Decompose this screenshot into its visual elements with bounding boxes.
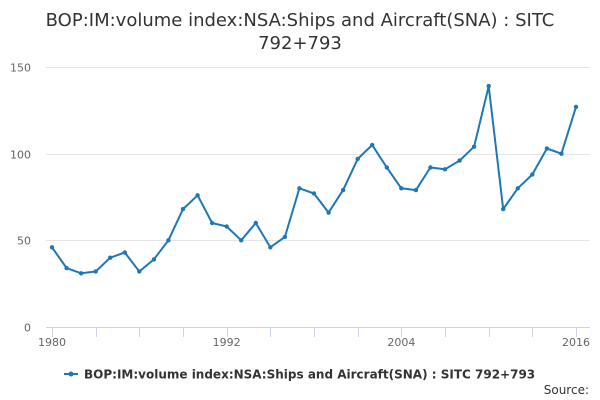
credits-text[interactable]: Source: <box>544 383 589 397</box>
data-point[interactable] <box>501 206 506 212</box>
data-point[interactable] <box>457 158 462 163</box>
y-tick-label: 150 <box>10 62 31 75</box>
data-point[interactable] <box>224 224 229 229</box>
data-point[interactable] <box>384 165 389 170</box>
y-axis-labels: 0 50 100 150 <box>10 62 31 335</box>
legend-label[interactable]: BOP:IM:volume index:NSA:Ships and Aircra… <box>84 368 535 382</box>
x-tick-label: 1992 <box>213 336 241 349</box>
data-point[interactable] <box>297 186 302 191</box>
data-point[interactable] <box>442 167 448 172</box>
data-point[interactable] <box>544 146 550 151</box>
data-point[interactable] <box>370 142 375 148</box>
data-point[interactable] <box>93 269 98 274</box>
x-tick-label: 1980 <box>38 336 66 349</box>
data-point[interactable] <box>515 186 520 191</box>
data-point[interactable] <box>399 186 404 191</box>
data-point[interactable] <box>78 271 84 276</box>
y-tick-label: 100 <box>10 149 31 162</box>
series-group <box>49 83 579 276</box>
data-point[interactable] <box>268 245 273 250</box>
data-point[interactable] <box>253 220 258 226</box>
data-point[interactable] <box>166 238 171 243</box>
data-point[interactable] <box>326 210 331 215</box>
data-point[interactable] <box>340 187 346 193</box>
data-point[interactable] <box>559 151 564 156</box>
data-point[interactable] <box>239 238 244 243</box>
data-point[interactable] <box>195 193 200 198</box>
series-line[interactable] <box>51 85 577 275</box>
data-point[interactable] <box>428 165 433 170</box>
data-point[interactable] <box>486 83 491 89</box>
data-point[interactable] <box>137 269 142 274</box>
legend-marker-icon <box>68 371 74 377</box>
x-axis-labels: 1980 1992 2004 2016 <box>38 336 590 349</box>
data-point[interactable] <box>311 191 317 196</box>
data-point[interactable] <box>151 257 157 262</box>
data-point[interactable] <box>282 234 288 240</box>
x-tick-label: 2016 <box>562 336 590 349</box>
data-point[interactable] <box>413 187 419 193</box>
chart-title: BOP:IM:volume index:NSA:Ships and Aircra… <box>45 10 555 54</box>
y-tick-label: 50 <box>17 235 31 248</box>
x-axis <box>46 327 590 337</box>
data-point[interactable] <box>530 172 535 177</box>
y-tick-label: 0 <box>24 322 31 335</box>
data-point[interactable] <box>573 104 579 110</box>
data-point[interactable] <box>471 144 477 149</box>
data-point[interactable] <box>64 265 69 271</box>
legend[interactable]: BOP:IM:volume index:NSA:Ships and Aircra… <box>64 368 535 382</box>
data-point[interactable] <box>49 245 55 250</box>
data-point[interactable] <box>180 206 186 212</box>
data-point[interactable] <box>355 156 360 162</box>
data-point[interactable] <box>108 255 113 260</box>
data-point[interactable] <box>209 220 215 226</box>
data-point[interactable] <box>122 250 128 255</box>
x-tick-label: 2004 <box>387 336 415 349</box>
